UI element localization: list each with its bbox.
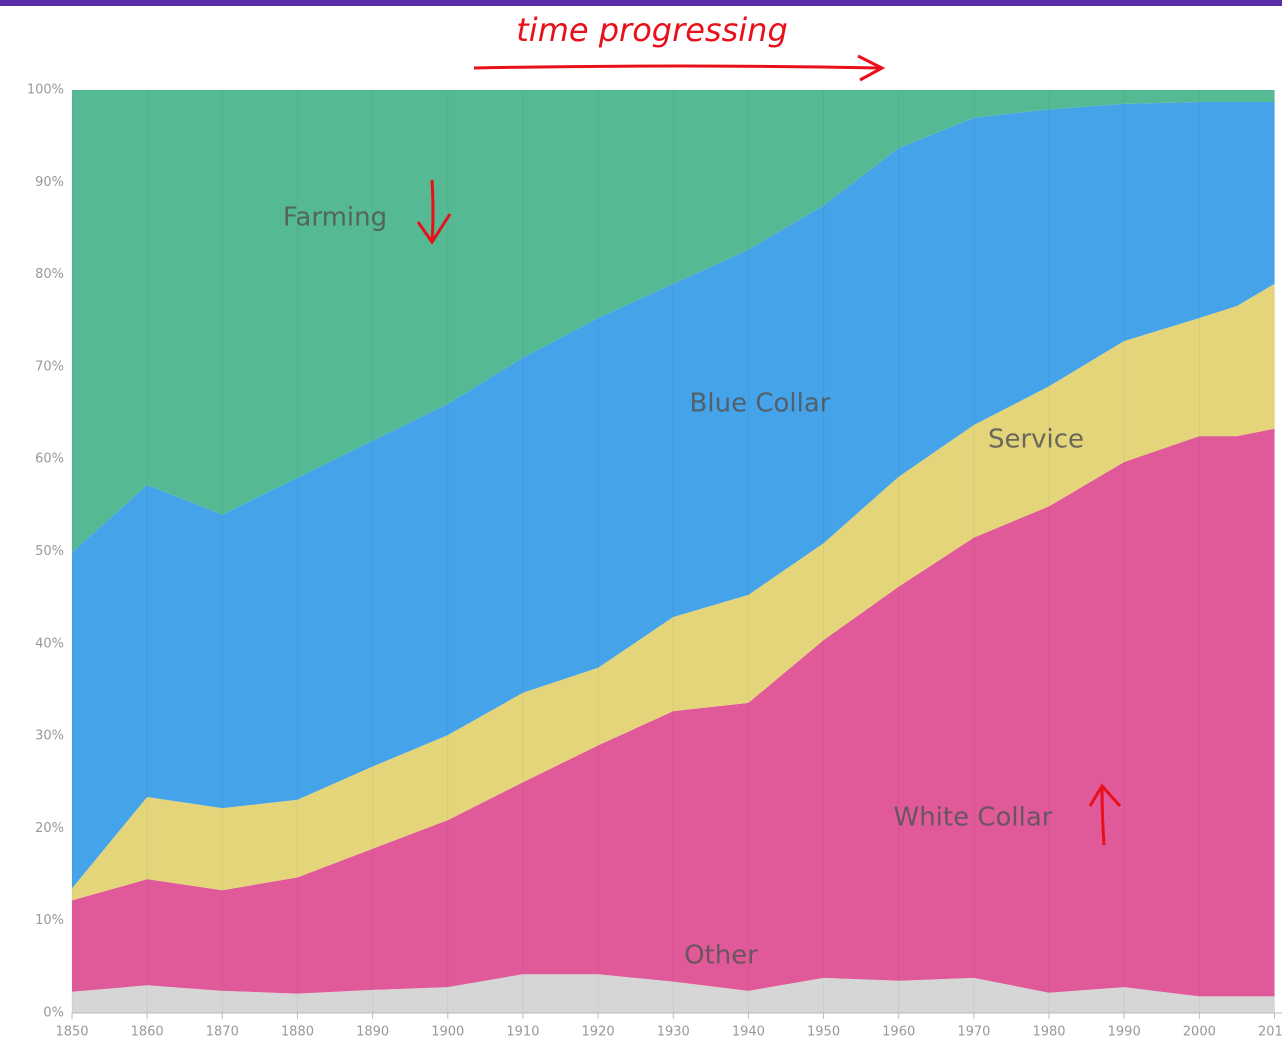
x-tick-label: 1990 [1108,1025,1141,1040]
top-bar [0,0,1282,6]
y-tick-label: 0% [43,1006,64,1021]
x-tick-label: 1920 [582,1025,615,1040]
annotation-arrow [416,179,452,245]
x-tick-label: 1910 [506,1025,539,1040]
x-tick-label: 1960 [882,1025,915,1040]
x-tick-label: 1880 [281,1025,314,1040]
x-tick-label: 1870 [206,1025,239,1040]
area-label: Other [684,941,758,971]
x-tick-label: 2010 [1258,1025,1282,1040]
area [72,283,1275,901]
annotation-arrow [1088,783,1122,846]
annotation-arrow [473,54,886,82]
x-tick-label: 1890 [356,1025,389,1040]
area [72,90,1275,553]
y-tick-label: 70% [35,359,64,374]
area-label: Farming [283,203,387,233]
x-tick-label: 1940 [732,1025,765,1040]
x-tick-label: 1950 [807,1025,840,1040]
x-tick-label: 1970 [957,1025,990,1040]
x-tick-label: 1850 [55,1025,88,1040]
x-tick-label: 1900 [431,1025,464,1040]
area-label: Blue Collar [690,389,831,419]
x-tick-label: 2000 [1183,1025,1216,1040]
x-tick-label: 1860 [131,1025,164,1040]
y-tick-label: 90% [35,175,64,190]
area [72,974,1275,1013]
area-label: White Collar [894,803,1053,833]
area-label: Service [988,425,1084,455]
y-tick-label: 30% [35,729,64,744]
area [72,101,1275,889]
areas [72,90,1275,1013]
y-tick-label: 40% [35,636,64,651]
y-tick-label: 10% [35,913,64,928]
y-tick-label: 20% [35,821,64,836]
y-tick-label: 100% [27,83,64,98]
area [72,428,1275,997]
annotation: time progressing [516,11,788,49]
x-tick-label: 1980 [1032,1025,1065,1040]
y-tick-label: 50% [35,544,64,559]
y-tick-label: 80% [35,267,64,282]
x-tick-label: 1930 [657,1025,690,1040]
y-tick-label: 60% [35,452,64,467]
